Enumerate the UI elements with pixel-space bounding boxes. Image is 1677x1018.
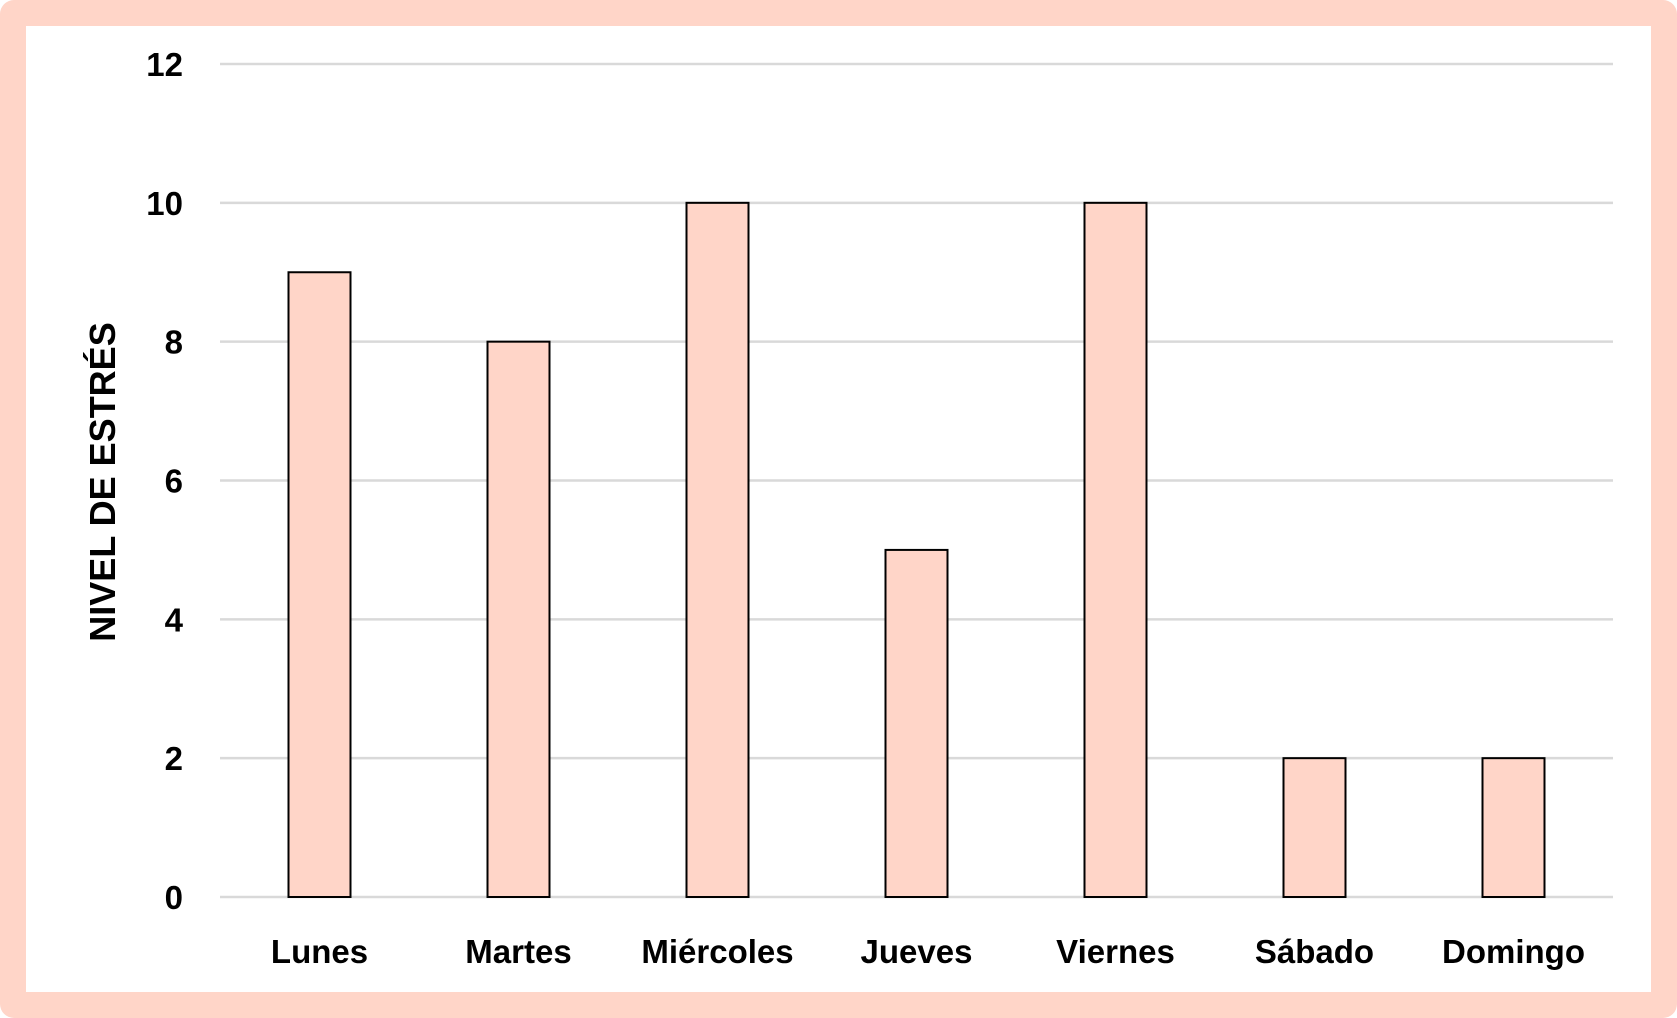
category-label: Lunes — [271, 933, 368, 970]
y-tick-label: 2 — [165, 740, 183, 777]
y-tick-label: 10 — [146, 185, 183, 222]
y-tick-label: 4 — [165, 601, 184, 638]
y-tick-label: 8 — [165, 324, 183, 361]
category-labels: Lunes Martes Miércoles Jueves Viernes Sábado D… — [271, 933, 1585, 970]
bars — [287, 201, 1546, 899]
category-label: Viernes — [1056, 933, 1175, 970]
category-label: Martes — [465, 933, 571, 970]
category-label: Sábado — [1255, 933, 1374, 970]
y-tick-label: 0 — [165, 879, 183, 916]
bar-lunes — [287, 271, 352, 898]
bar-jueves — [884, 548, 949, 899]
y-tick-label: 6 — [165, 463, 183, 500]
bar-viernes — [1083, 201, 1148, 899]
bar-sábado — [1282, 757, 1347, 899]
bar-miércoles — [685, 201, 750, 899]
y-tick-label: 12 — [146, 46, 183, 83]
category-label: Jueves — [861, 933, 973, 970]
y-axis-title: NIVEL DE ESTRÉS — [82, 322, 123, 641]
category-label: Miércoles — [641, 933, 793, 970]
y-tick-labels: 0 2 4 6 8 10 12 — [146, 46, 183, 916]
bar-domingo — [1481, 757, 1546, 899]
category-label: Domingo — [1442, 933, 1585, 970]
bar-martes — [486, 340, 551, 898]
